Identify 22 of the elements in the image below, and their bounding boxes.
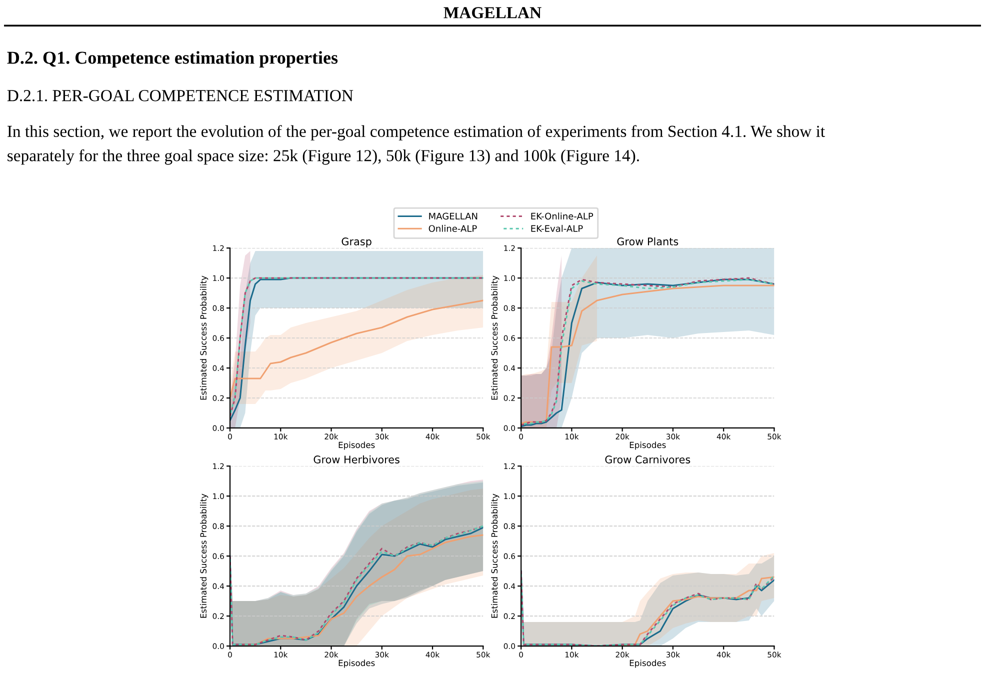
y-axis-title: Estimated Success Probability [200, 276, 208, 400]
text: In this section, we report the evolution of the per-goal competence estimation of experiments from Section 4.1. We show it [7, 125, 825, 140]
text: D.2.1. PER-GOAL COMPETENCE ESTIMATION [7, 90, 354, 102]
legend-label: EK-Online-ALP [531, 212, 594, 220]
x-axis-title: Episodes [338, 660, 375, 668]
legend-label: MAGELLAN [429, 212, 478, 220]
y-axis-title: Estimated Success Probability [491, 494, 500, 618]
x-axis-title: Episodes [630, 660, 666, 668]
chart-title: Grow Carnivores [605, 455, 690, 464]
text: separately for the three goal space size: 25k (Figure 12), 50k (Figure 13) and 100k (Figure 14). [8, 149, 639, 165]
x-axis-title: Episodes [630, 442, 666, 450]
y-axis-title: Estimated Success Probability [200, 494, 208, 618]
legend-label: Online-ALP [428, 224, 477, 232]
x-axis-title: Episodes [338, 442, 375, 450]
legend-label: EK-Eval-ALP [531, 224, 583, 232]
line-series [230, 300, 484, 399]
chart-title: Grow Herbivores [314, 455, 400, 464]
chart-title: Grasp [342, 238, 372, 248]
y-axis-title: Estimated Success Probability [491, 276, 500, 400]
chart-title: Grow Plants [617, 237, 678, 246]
text: MAGELLAN [444, 7, 542, 18]
text: D.2. Q1. Competence estimation properties [7, 51, 338, 68]
